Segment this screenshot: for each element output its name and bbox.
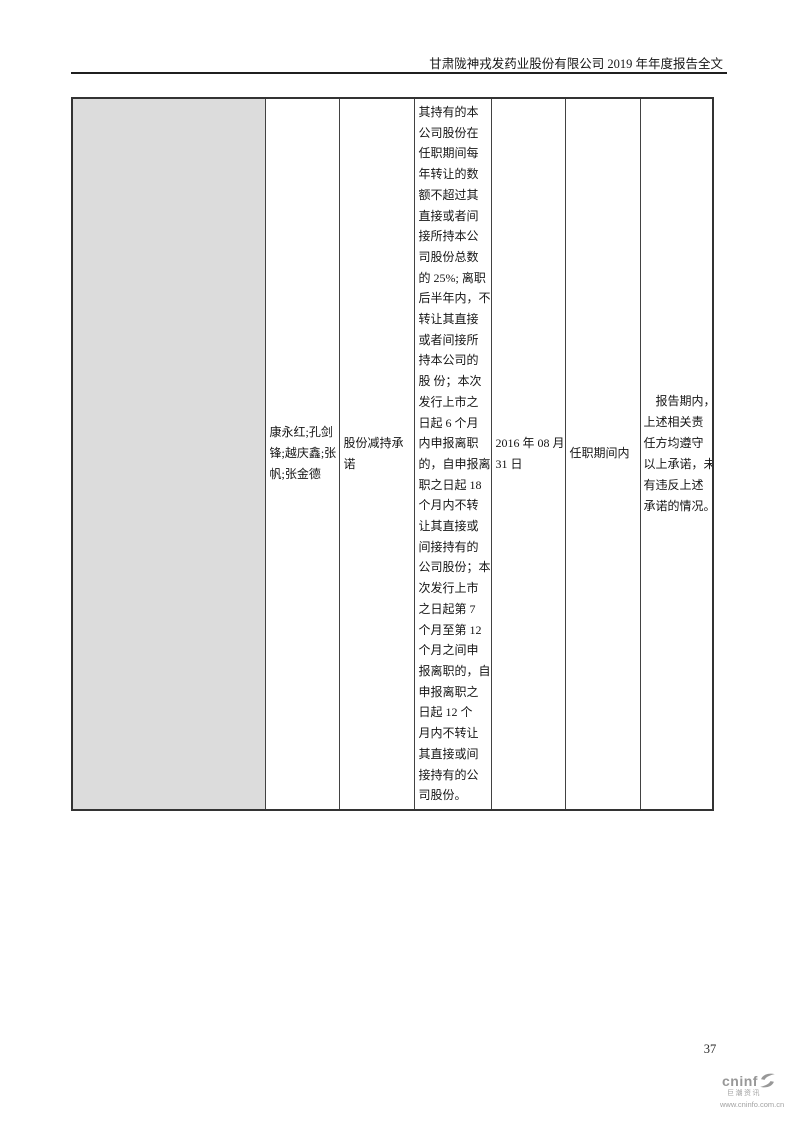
page-number: 37 (703, 1042, 717, 1056)
shaded-label-cell (71, 97, 266, 811)
performance-status-cell: 报告期内， 上述相关责 任方均遵守 以上承诺，未 有违反上述 承诺的情况。 (639, 97, 714, 811)
table-row: 康永红;孔剑 锋;越庆鑫;张 帆;张金德 股份减持承 诺 其持有的本 公司股份在… (71, 97, 714, 811)
cninfo-cn-name: 巨潮资讯 (727, 1090, 761, 1097)
header-divider (71, 72, 727, 74)
commitments-table: 康永红;孔剑 锋;越庆鑫;张 帆;张金德 股份减持承 诺 其持有的本 公司股份在… (71, 97, 714, 811)
commitment-term-cell: 任职期间内 (564, 97, 641, 811)
cninfo-brand-text: cninf (722, 1072, 758, 1089)
commitment-type-cell: 股份减持承 诺 (338, 97, 415, 811)
cninfo-logo: cninf 巨潮资讯 www.cninfo.com.cn (720, 1072, 792, 1110)
committed-parties-cell: 康永红;孔剑 锋;越庆鑫;张 帆;张金德 (264, 97, 340, 811)
cninfo-swirl-icon (760, 1073, 775, 1088)
page-header-title: 甘肃陇神戎发药业股份有限公司 2019 年年度报告全文 (429, 57, 723, 71)
cninfo-brand-row: cninf (720, 1072, 792, 1089)
commitment-content-cell: 其持有的本 公司股份在 任职期间每 年转让的数 额不超过其 直接或者间 接所持本… (413, 97, 492, 811)
commitment-date-cell: 2016 年 08 月 31 日 (490, 97, 566, 811)
cninfo-url: www.cninfo.com.cn (720, 1100, 785, 1109)
